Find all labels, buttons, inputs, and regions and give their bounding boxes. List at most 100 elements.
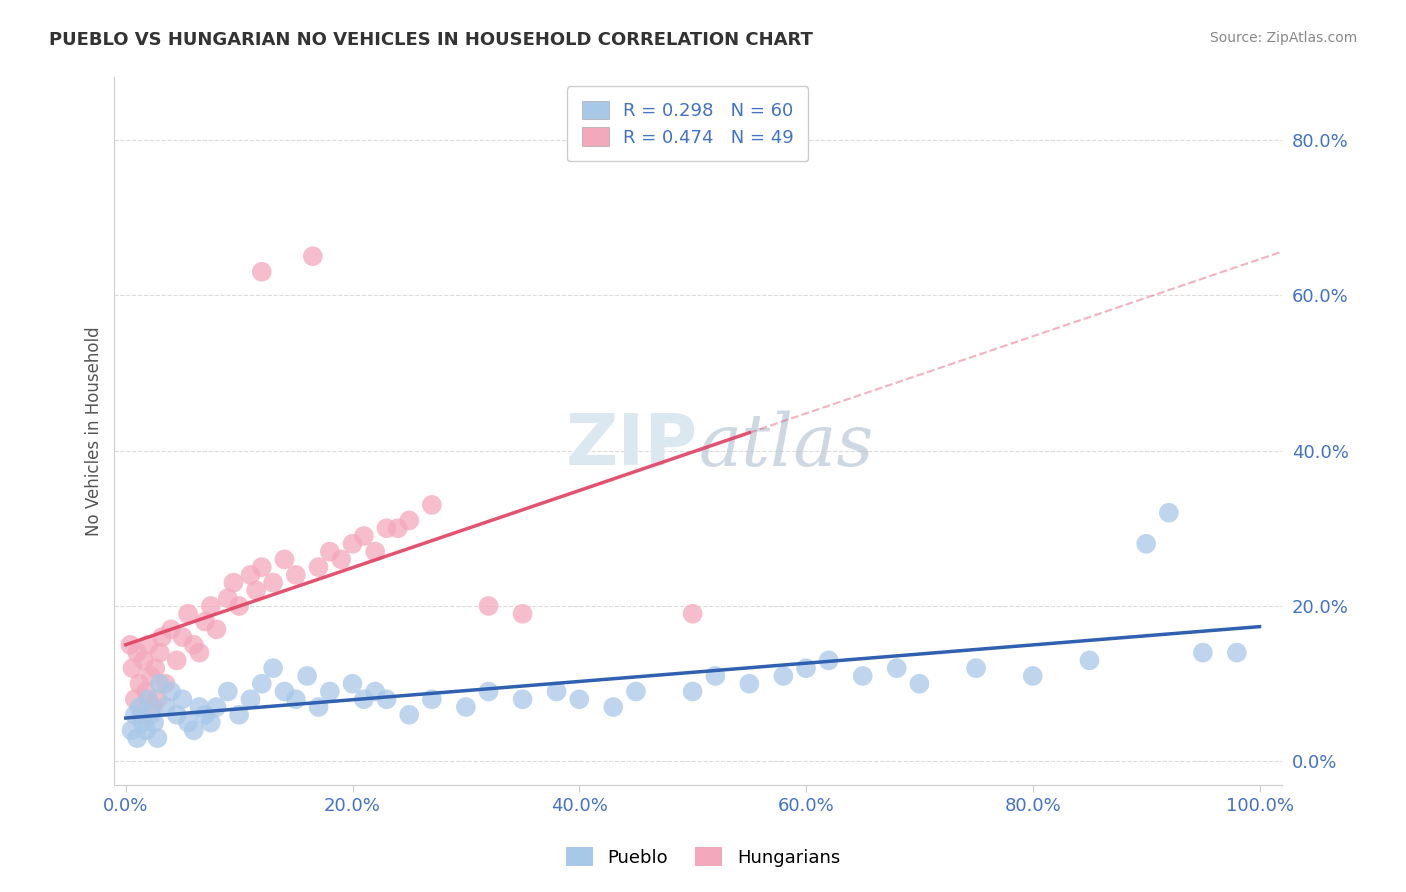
Point: [160, 684, 183, 698]
Point: [177, 715, 200, 730]
Point: [1078, 653, 1101, 667]
Text: atlas: atlas: [699, 410, 873, 481]
Point: [194, 615, 217, 629]
Point: [319, 544, 342, 558]
Point: [546, 684, 568, 698]
Y-axis label: No Vehicles in Household: No Vehicles in Household: [86, 326, 103, 536]
Point: [886, 661, 908, 675]
Point: [149, 646, 172, 660]
Point: [375, 521, 398, 535]
Point: [398, 514, 420, 528]
Point: [222, 575, 245, 590]
Point: [188, 646, 211, 660]
Point: [794, 661, 817, 675]
Point: [250, 265, 273, 279]
Text: Source: ZipAtlas.com: Source: ZipAtlas.com: [1209, 31, 1357, 45]
Point: [245, 583, 267, 598]
Point: [353, 692, 375, 706]
Point: [143, 661, 166, 675]
Point: [682, 684, 704, 698]
Point: [568, 692, 591, 706]
Point: [120, 638, 142, 652]
Point: [135, 684, 157, 698]
Point: [772, 669, 794, 683]
Point: [132, 653, 155, 667]
Point: [319, 684, 342, 698]
Point: [150, 630, 173, 644]
Point: [375, 692, 398, 706]
Point: [200, 715, 222, 730]
Point: [342, 537, 364, 551]
Point: [817, 653, 839, 667]
Point: [602, 700, 624, 714]
Point: [194, 707, 217, 722]
Point: [852, 669, 875, 683]
Point: [1192, 646, 1215, 660]
Point: [387, 521, 409, 535]
Point: [143, 715, 166, 730]
Point: [364, 544, 387, 558]
Point: [1226, 646, 1249, 660]
Point: [1135, 537, 1157, 551]
Point: [155, 700, 177, 714]
Point: [166, 653, 188, 667]
Text: ZIP: ZIP: [567, 410, 699, 480]
Point: [273, 684, 295, 698]
Point: [342, 676, 364, 690]
Point: [124, 707, 146, 722]
Point: [172, 692, 194, 706]
Point: [704, 669, 727, 683]
Point: [146, 731, 169, 745]
Point: [239, 692, 262, 706]
Point: [166, 707, 188, 722]
Point: [353, 529, 375, 543]
Point: [217, 591, 239, 606]
Point: [139, 669, 162, 683]
Point: [738, 676, 761, 690]
Point: [273, 552, 295, 566]
Point: [172, 630, 194, 644]
Point: [228, 599, 250, 613]
Point: [200, 599, 222, 613]
Point: [128, 676, 150, 690]
Point: [135, 723, 157, 738]
Point: [146, 692, 169, 706]
Point: [127, 731, 149, 745]
Point: [205, 700, 228, 714]
Point: [262, 575, 284, 590]
Point: [120, 723, 142, 738]
Point: [132, 715, 155, 730]
Point: [149, 676, 172, 690]
Legend: R = 0.298   N = 60, R = 0.474   N = 49: R = 0.298 N = 60, R = 0.474 N = 49: [567, 87, 808, 161]
Legend: Pueblo, Hungarians: Pueblo, Hungarians: [558, 840, 848, 874]
Point: [398, 707, 420, 722]
Point: [420, 498, 443, 512]
Point: [124, 692, 146, 706]
Point: [477, 599, 499, 613]
Point: [183, 638, 205, 652]
Point: [183, 723, 205, 738]
Point: [454, 700, 477, 714]
Point: [177, 607, 200, 621]
Point: [138, 692, 160, 706]
Point: [262, 661, 284, 675]
Point: [160, 622, 183, 636]
Point: [364, 684, 387, 698]
Point: [128, 700, 150, 714]
Point: [477, 684, 499, 698]
Point: [284, 692, 307, 706]
Point: [139, 707, 162, 722]
Point: [1022, 669, 1045, 683]
Text: PUEBLO VS HUNGARIAN NO VEHICLES IN HOUSEHOLD CORRELATION CHART: PUEBLO VS HUNGARIAN NO VEHICLES IN HOUSE…: [49, 31, 813, 49]
Point: [155, 676, 177, 690]
Point: [965, 661, 987, 675]
Point: [908, 676, 931, 690]
Point: [512, 692, 534, 706]
Point: [284, 567, 307, 582]
Point: [420, 692, 443, 706]
Point: [250, 676, 273, 690]
Point: [1157, 506, 1180, 520]
Point: [624, 684, 647, 698]
Point: [301, 249, 323, 263]
Point: [308, 560, 330, 574]
